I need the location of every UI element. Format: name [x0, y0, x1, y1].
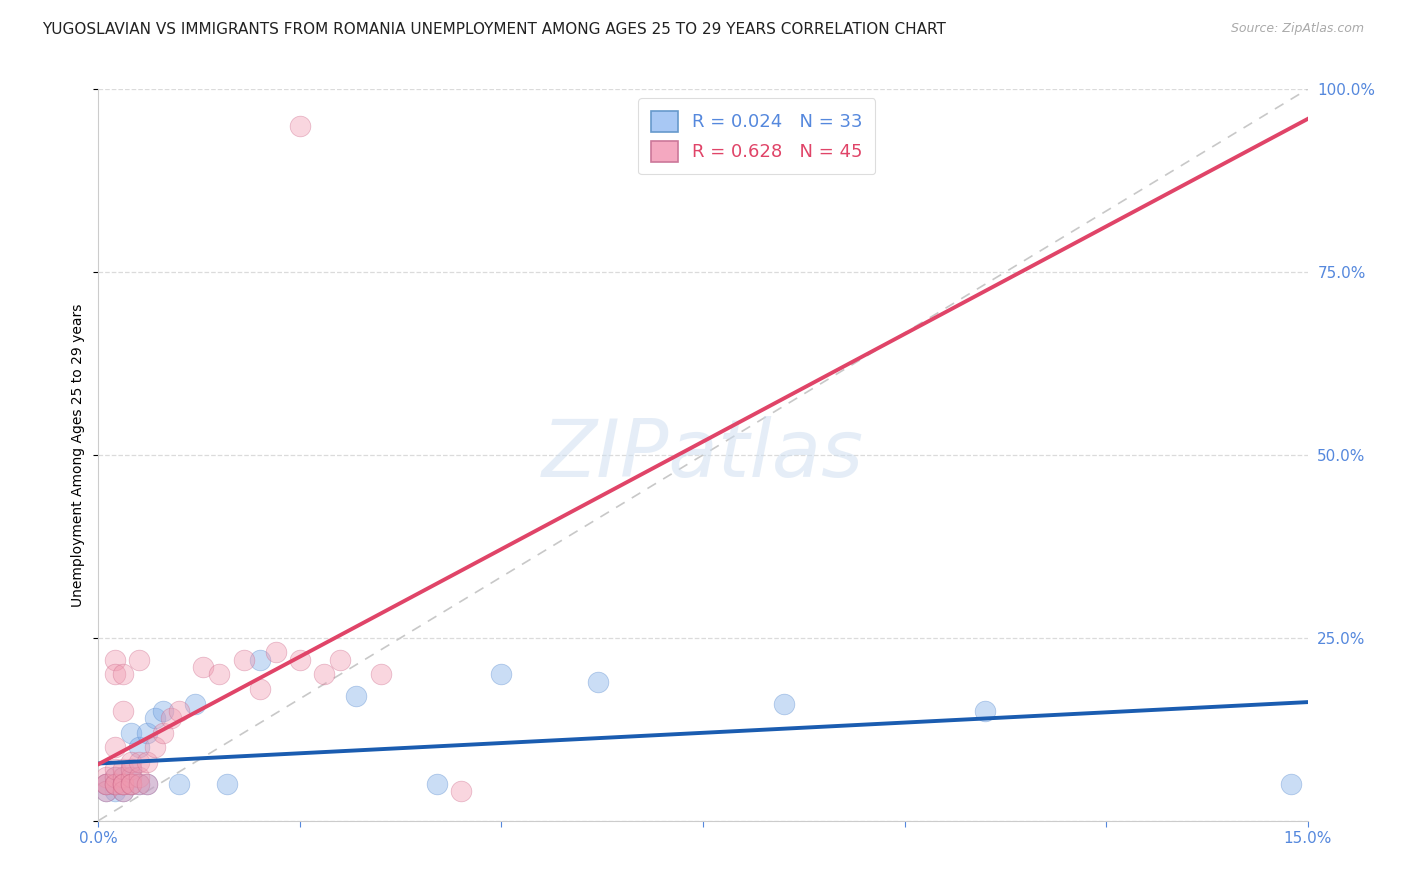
Point: [135, 755, 157, 769]
Point: [120, 777, 142, 791]
Point: [135, 777, 157, 791]
Point: [128, 777, 150, 791]
Point: [111, 763, 134, 777]
Point: [96, 784, 118, 798]
Point: [111, 777, 134, 791]
Point: [152, 704, 174, 718]
Point: [103, 770, 125, 784]
Point: [288, 653, 311, 667]
Point: [111, 784, 134, 798]
Point: [184, 697, 207, 711]
Point: [450, 784, 472, 798]
Point: [120, 770, 142, 784]
Point: [974, 704, 997, 718]
Point: [96, 777, 118, 791]
Text: Source: ZipAtlas.com: Source: ZipAtlas.com: [1230, 22, 1364, 36]
Point: [135, 726, 157, 740]
Point: [128, 755, 150, 769]
Point: [1281, 777, 1303, 791]
Point: [96, 777, 118, 791]
Point: [370, 667, 392, 681]
Point: [111, 777, 134, 791]
Point: [120, 777, 142, 791]
Point: [586, 674, 609, 689]
Point: [772, 697, 794, 711]
Point: [249, 653, 271, 667]
Point: [103, 777, 125, 791]
Point: [491, 667, 513, 681]
Point: [426, 777, 449, 791]
Point: [344, 690, 367, 704]
Point: [103, 740, 125, 755]
Point: [167, 777, 190, 791]
Point: [120, 777, 142, 791]
Point: [96, 770, 118, 784]
Point: [120, 763, 142, 777]
Point: [96, 784, 118, 798]
Point: [111, 770, 134, 784]
Point: [143, 740, 166, 755]
Point: [329, 653, 352, 667]
Point: [96, 777, 118, 791]
Y-axis label: Unemployment Among Ages 25 to 29 years: Unemployment Among Ages 25 to 29 years: [70, 303, 84, 607]
Point: [111, 777, 134, 791]
Point: [288, 119, 311, 133]
Point: [120, 763, 142, 777]
Legend: Yugoslavians, Immigrants from Romania: Yugoslavians, Immigrants from Romania: [505, 887, 901, 892]
Point: [135, 777, 157, 791]
Point: [249, 681, 271, 696]
Point: [96, 777, 118, 791]
Point: [128, 770, 150, 784]
Point: [111, 784, 134, 798]
Point: [160, 711, 183, 725]
Point: [103, 770, 125, 784]
Text: ZIPatlas: ZIPatlas: [541, 416, 865, 494]
Point: [152, 726, 174, 740]
Point: [103, 667, 125, 681]
Point: [111, 667, 134, 681]
Point: [103, 777, 125, 791]
Point: [167, 704, 190, 718]
Point: [120, 770, 142, 784]
Point: [103, 777, 125, 791]
Point: [314, 667, 336, 681]
Point: [128, 740, 150, 755]
Point: [193, 660, 215, 674]
Point: [111, 770, 134, 784]
Point: [111, 704, 134, 718]
Point: [143, 711, 166, 725]
Point: [264, 645, 287, 659]
Point: [103, 777, 125, 791]
Point: [120, 755, 142, 769]
Text: YUGOSLAVIAN VS IMMIGRANTS FROM ROMANIA UNEMPLOYMENT AMONG AGES 25 TO 29 YEARS CO: YUGOSLAVIAN VS IMMIGRANTS FROM ROMANIA U…: [42, 22, 946, 37]
Point: [128, 653, 150, 667]
Point: [111, 777, 134, 791]
Point: [128, 777, 150, 791]
Point: [103, 777, 125, 791]
Point: [111, 777, 134, 791]
Point: [217, 777, 239, 791]
Point: [103, 653, 125, 667]
Point: [120, 726, 142, 740]
Point: [103, 763, 125, 777]
Point: [103, 784, 125, 798]
Point: [208, 667, 231, 681]
Point: [232, 653, 254, 667]
